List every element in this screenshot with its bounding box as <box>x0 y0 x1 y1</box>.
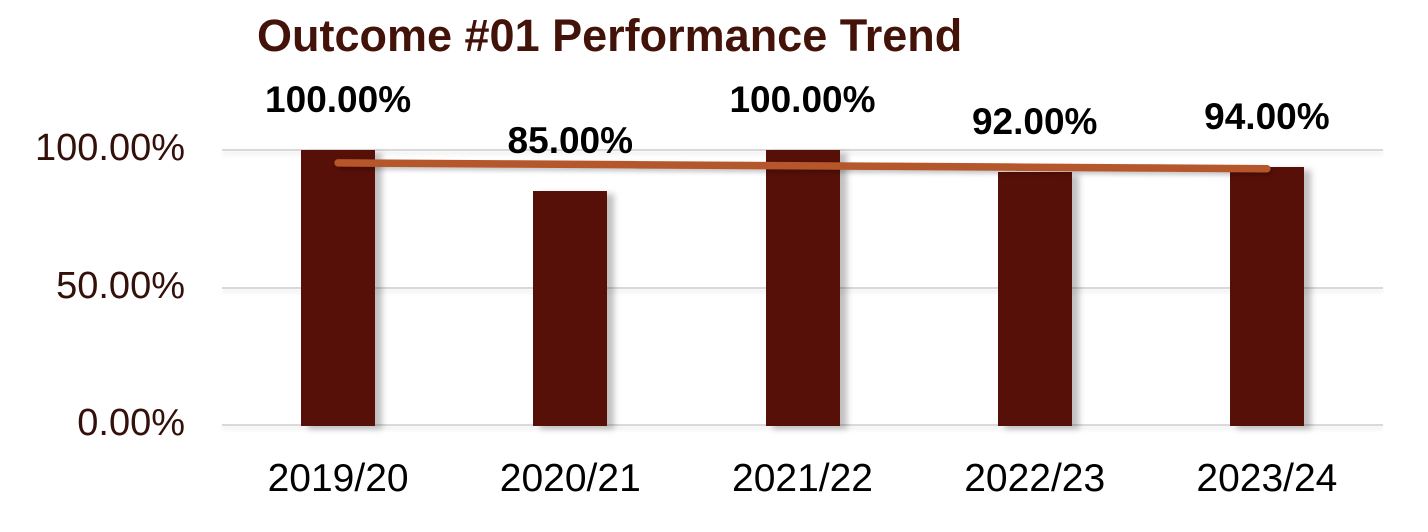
bar-value-label: 85.00% <box>507 120 634 162</box>
x-axis-tick-label: 2020/21 <box>499 457 641 500</box>
bar-2023/24 <box>1229 166 1304 426</box>
bar-value-label: 100.00% <box>265 79 412 120</box>
bar-value-label: 92.00% <box>971 101 1098 142</box>
x-axis-tick-label: 2019/20 <box>267 457 409 500</box>
chart-title: Outcome #01 Performance Trend <box>257 10 963 61</box>
bar-2019/20 <box>301 150 376 426</box>
bar-value-label: 94.00% <box>1204 95 1330 137</box>
bar-2021/22 <box>765 150 840 426</box>
y-axis-tick-label: 100.00% <box>34 127 185 169</box>
x-axis-tick-label: 2022/23 <box>964 457 1106 500</box>
x-axis-tick-label: 2021/22 <box>732 457 873 500</box>
y-axis-tick-label: 50.00% <box>56 264 185 307</box>
bar-2020/21 <box>533 191 608 426</box>
x-axis-tick-label: 2023/24 <box>1196 457 1338 500</box>
bar-2022/23 <box>997 172 1072 426</box>
bar-value-label: 100.00% <box>729 79 876 120</box>
y-axis-tick-label: 0.00% <box>77 402 185 444</box>
